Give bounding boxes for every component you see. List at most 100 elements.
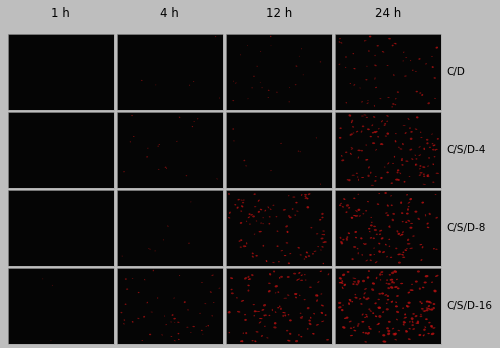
Ellipse shape <box>392 106 393 108</box>
Ellipse shape <box>420 132 422 133</box>
Ellipse shape <box>410 317 414 320</box>
Ellipse shape <box>386 295 389 297</box>
Ellipse shape <box>310 317 312 319</box>
Ellipse shape <box>316 299 318 302</box>
Ellipse shape <box>254 315 255 316</box>
Ellipse shape <box>380 237 384 239</box>
Ellipse shape <box>124 303 126 305</box>
Ellipse shape <box>390 205 392 206</box>
Ellipse shape <box>254 340 256 342</box>
Ellipse shape <box>364 317 366 318</box>
Ellipse shape <box>241 205 244 207</box>
Ellipse shape <box>358 179 359 181</box>
Ellipse shape <box>245 332 247 334</box>
Ellipse shape <box>370 172 372 174</box>
Ellipse shape <box>342 326 345 329</box>
Ellipse shape <box>174 340 176 341</box>
Ellipse shape <box>430 325 433 327</box>
Ellipse shape <box>322 263 324 264</box>
Ellipse shape <box>231 292 234 294</box>
Ellipse shape <box>344 284 346 286</box>
Ellipse shape <box>408 302 410 304</box>
Ellipse shape <box>398 233 400 235</box>
Ellipse shape <box>238 240 240 242</box>
Ellipse shape <box>262 217 264 218</box>
Ellipse shape <box>397 92 399 93</box>
Ellipse shape <box>228 193 230 195</box>
Ellipse shape <box>258 231 262 232</box>
Ellipse shape <box>408 118 410 120</box>
Ellipse shape <box>323 234 325 235</box>
Ellipse shape <box>301 48 302 49</box>
Ellipse shape <box>236 207 238 209</box>
Ellipse shape <box>422 246 424 248</box>
Ellipse shape <box>238 199 240 200</box>
Ellipse shape <box>368 309 370 310</box>
Ellipse shape <box>392 328 394 330</box>
Ellipse shape <box>423 175 425 177</box>
Ellipse shape <box>428 308 430 310</box>
Ellipse shape <box>315 294 318 296</box>
Ellipse shape <box>256 255 258 256</box>
Ellipse shape <box>406 248 407 249</box>
Ellipse shape <box>364 40 366 41</box>
Ellipse shape <box>362 213 364 214</box>
Ellipse shape <box>432 327 436 329</box>
Ellipse shape <box>230 289 232 290</box>
Ellipse shape <box>120 312 122 313</box>
Ellipse shape <box>359 215 361 217</box>
Ellipse shape <box>381 292 384 294</box>
Ellipse shape <box>305 279 306 280</box>
Ellipse shape <box>388 226 390 227</box>
Ellipse shape <box>296 280 298 281</box>
Ellipse shape <box>235 82 236 84</box>
Ellipse shape <box>351 121 352 123</box>
Ellipse shape <box>256 311 260 312</box>
Ellipse shape <box>353 198 356 199</box>
Ellipse shape <box>308 255 310 257</box>
Ellipse shape <box>386 121 388 122</box>
Ellipse shape <box>436 173 439 174</box>
Ellipse shape <box>250 214 253 216</box>
Ellipse shape <box>405 221 407 223</box>
Ellipse shape <box>306 252 308 253</box>
Ellipse shape <box>433 248 435 250</box>
Ellipse shape <box>252 340 254 341</box>
Ellipse shape <box>412 321 414 323</box>
Ellipse shape <box>406 213 408 214</box>
Ellipse shape <box>293 273 296 275</box>
Ellipse shape <box>318 246 319 247</box>
Ellipse shape <box>341 309 344 311</box>
Ellipse shape <box>163 239 164 240</box>
Ellipse shape <box>240 246 242 248</box>
Ellipse shape <box>356 248 358 250</box>
Ellipse shape <box>401 212 404 214</box>
Ellipse shape <box>378 128 380 129</box>
Ellipse shape <box>341 155 342 157</box>
Ellipse shape <box>319 219 322 221</box>
Ellipse shape <box>372 132 374 133</box>
Ellipse shape <box>369 254 372 256</box>
Ellipse shape <box>368 166 370 168</box>
Ellipse shape <box>306 198 308 199</box>
Ellipse shape <box>379 230 382 232</box>
Ellipse shape <box>372 142 375 144</box>
Ellipse shape <box>431 56 432 57</box>
Ellipse shape <box>339 282 342 283</box>
Ellipse shape <box>436 217 438 219</box>
Ellipse shape <box>192 126 193 127</box>
Ellipse shape <box>376 45 379 47</box>
Ellipse shape <box>382 311 384 313</box>
Ellipse shape <box>366 298 368 300</box>
Ellipse shape <box>300 280 303 281</box>
Ellipse shape <box>339 205 342 206</box>
Ellipse shape <box>346 239 348 240</box>
Ellipse shape <box>274 285 278 287</box>
Ellipse shape <box>371 222 372 223</box>
Ellipse shape <box>410 149 412 151</box>
Ellipse shape <box>395 301 397 303</box>
Ellipse shape <box>268 223 270 224</box>
Ellipse shape <box>308 193 310 195</box>
Ellipse shape <box>245 165 247 166</box>
Ellipse shape <box>340 278 342 280</box>
